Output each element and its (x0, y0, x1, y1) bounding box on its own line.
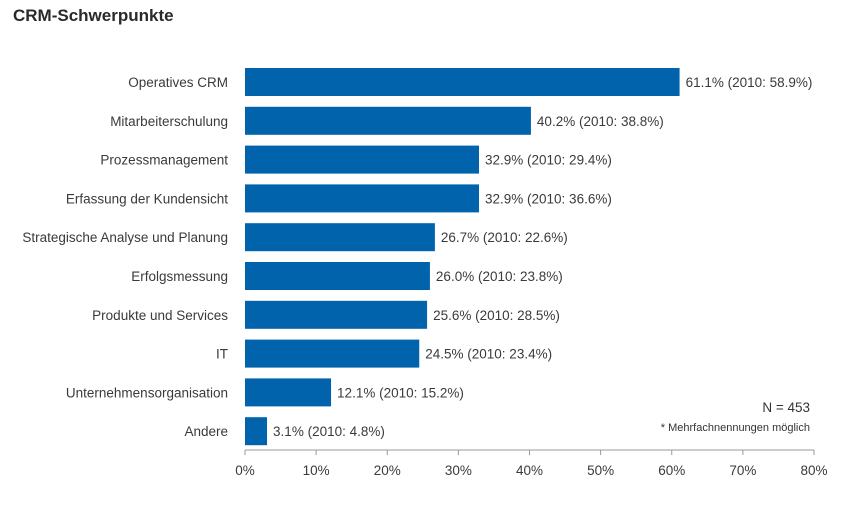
data-label: 32.9% (2010: 36.6%) (485, 191, 612, 206)
x-tick-label: 10% (303, 463, 330, 478)
category-label: Andere (184, 424, 228, 439)
data-label: 25.6% (2010: 28.5%) (433, 308, 560, 323)
category-label: Operatives CRM (128, 75, 228, 90)
sample-size-note: N = 453 (762, 400, 810, 415)
data-label: 40.2% (2010: 38.8%) (537, 114, 664, 129)
x-tick-label: 20% (374, 463, 401, 478)
category-label: Produkte und Services (92, 308, 228, 323)
x-tick-label: 30% (445, 463, 472, 478)
bar (245, 68, 680, 96)
data-label: 3.1% (2010: 4.8%) (273, 424, 385, 439)
x-tick-label: 70% (729, 463, 756, 478)
category-label: Unternehmensorganisation (66, 385, 228, 400)
x-tick-label: 40% (516, 463, 543, 478)
data-label: 12.1% (2010: 15.2%) (337, 385, 464, 400)
multiple-answers-note: * Mehrfachnennungen möglich (660, 422, 810, 434)
x-tick-label: 60% (658, 463, 685, 478)
category-label: Erfassung der Kundensicht (66, 191, 228, 206)
bar (245, 223, 435, 252)
bar (245, 378, 332, 407)
category-label: IT (216, 347, 228, 362)
x-tick-label: 50% (587, 463, 614, 478)
x-tick-label: 0% (235, 463, 255, 478)
bar (245, 300, 428, 329)
bar (245, 262, 430, 290)
data-label: 26.0% (2010: 23.8%) (436, 269, 563, 284)
data-label: 26.7% (2010: 22.6%) (441, 230, 568, 245)
data-label: 24.5% (2010: 23.4%) (425, 347, 552, 362)
data-label: 61.1% (2010: 58.9%) (686, 75, 813, 90)
category-label: Strategische Analyse und Planung (22, 230, 228, 245)
x-tick-label: 80% (800, 463, 827, 478)
bar (245, 339, 420, 368)
chart-title: CRM-Schwerpunkte (13, 6, 174, 25)
category-label: Prozessmanagement (100, 153, 228, 168)
category-label: Mitarbeiterschulung (110, 114, 228, 129)
bar (245, 106, 531, 135)
category-label: Erfolgsmessung (131, 269, 228, 284)
bar (245, 145, 480, 174)
data-label: 32.9% (2010: 29.4%) (485, 153, 612, 168)
bar (245, 417, 268, 446)
bar (245, 184, 480, 213)
